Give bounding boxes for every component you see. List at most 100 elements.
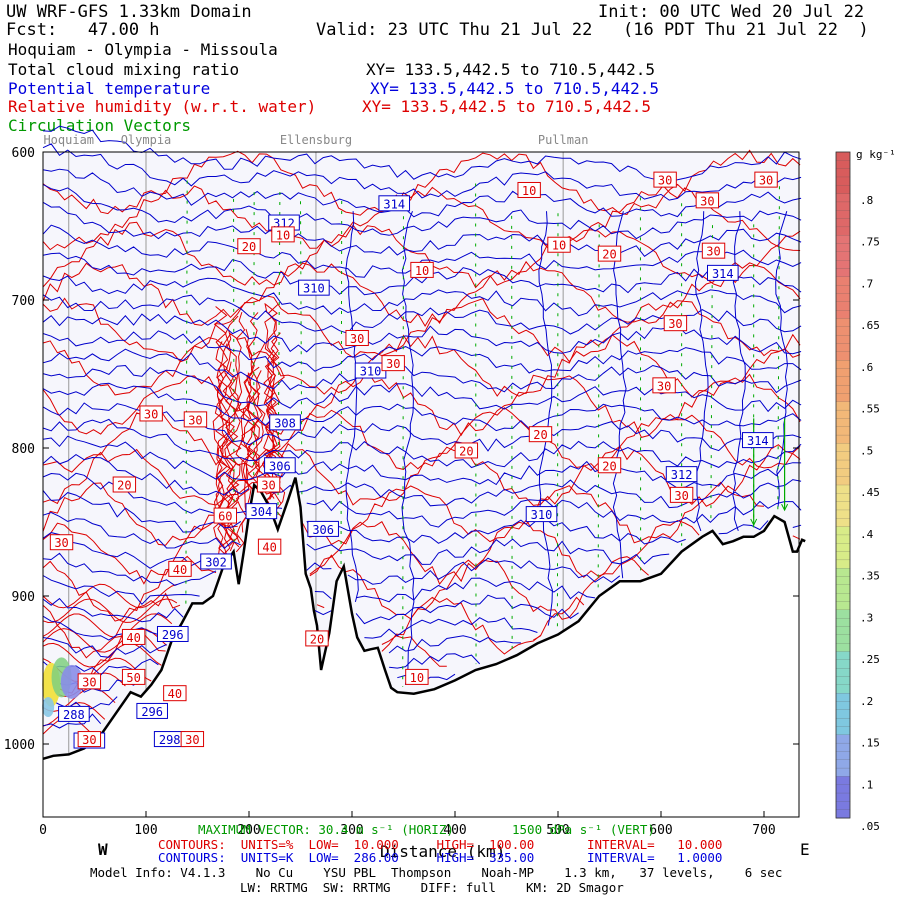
colorbar-label: .3 bbox=[860, 611, 873, 624]
rh-label-text: 40 bbox=[126, 631, 140, 645]
rh-label: 30 bbox=[652, 377, 676, 394]
colorbar-segment bbox=[835, 493, 851, 503]
theta-label-box bbox=[156, 625, 189, 642]
rh-label-text: 50 bbox=[126, 671, 140, 685]
rh-label-box bbox=[121, 628, 146, 645]
theta-contour-line bbox=[42, 348, 802, 394]
rh-label-box bbox=[597, 457, 622, 474]
theta-contour-line bbox=[42, 382, 802, 432]
rh-label: 40 bbox=[163, 685, 187, 702]
rh-label-text: 30 bbox=[759, 174, 773, 188]
rh-label: 30 bbox=[701, 242, 726, 259]
rh-label: 30 bbox=[653, 171, 677, 188]
colorbar-segment bbox=[835, 376, 851, 386]
colorbar-segment bbox=[835, 809, 851, 819]
theta-label-box bbox=[665, 466, 698, 483]
rh-label-text: 30 bbox=[674, 489, 688, 503]
vector-column bbox=[340, 201, 343, 565]
rh-label: 60 bbox=[213, 507, 238, 524]
rh-field-xy: XY= 133.5,442.5 to 710.5,442.5 bbox=[362, 97, 651, 116]
theta-label-box bbox=[269, 414, 301, 431]
rh-label-text: 10 bbox=[415, 264, 429, 278]
theta-field-label: Potential temperature bbox=[8, 79, 211, 98]
theta-label-text: 304 bbox=[251, 505, 273, 519]
west-label: W bbox=[98, 840, 108, 859]
colorbar-segment bbox=[835, 360, 851, 369]
x-tick-label: 600 bbox=[649, 823, 672, 838]
colorbar-label: .25 bbox=[860, 653, 880, 666]
colorbar-segment bbox=[835, 609, 851, 619]
colorbar-segment bbox=[835, 518, 851, 528]
colorbar-segment bbox=[835, 459, 851, 469]
theta-contour-line bbox=[732, 211, 746, 532]
colorbar-segment bbox=[835, 476, 851, 486]
colorbar-segment bbox=[835, 368, 851, 378]
theta-contour-line bbox=[42, 453, 802, 509]
theta-contour-line bbox=[42, 575, 579, 625]
colorbar-segment bbox=[835, 801, 851, 811]
rh-label: 30 bbox=[183, 411, 208, 428]
colorbar-segment bbox=[835, 218, 851, 228]
theta-label-text: 288 bbox=[63, 708, 85, 722]
rh-label-box bbox=[754, 171, 778, 188]
theta-label: 304 bbox=[245, 503, 278, 520]
colorbar-segment bbox=[835, 776, 851, 786]
x-tick-label: 0 bbox=[39, 823, 47, 838]
vector-column bbox=[402, 196, 404, 687]
colorbar-label: .45 bbox=[860, 486, 880, 499]
vector-arrowhead bbox=[750, 518, 758, 527]
rh-contour-line bbox=[42, 642, 162, 668]
rh-label-text: 30 bbox=[54, 536, 68, 550]
colorbar-segment bbox=[835, 401, 851, 411]
rh-label: 40 bbox=[121, 628, 146, 645]
rh-label-text: 30 bbox=[668, 317, 682, 331]
rh-label-box bbox=[77, 731, 102, 748]
route-title: Hoquiam - Olympia - Missoula bbox=[8, 40, 278, 59]
y-axis-ticks: 600 700 800 900 1000 bbox=[4, 146, 799, 753]
theta-label-text: 302 bbox=[205, 555, 227, 569]
colorbar-segment bbox=[835, 551, 851, 561]
colorbar-segment bbox=[835, 626, 851, 636]
rh-label-box bbox=[305, 630, 329, 647]
rh-label-box bbox=[669, 486, 694, 503]
colorbar-segment bbox=[835, 643, 851, 652]
rh-labels: 10 30 30 30 20 10 10 20 30 10 30 30 30 30 30 30 20 20 20 20… bbox=[49, 171, 778, 748]
rh-label-box bbox=[454, 442, 479, 459]
colorbar-segment bbox=[835, 651, 851, 661]
rh-label-text: 40 bbox=[173, 563, 187, 577]
rh-label: 10 bbox=[271, 226, 295, 243]
rh-label-box bbox=[381, 355, 405, 372]
rh-label: 40 bbox=[168, 560, 192, 577]
model-info: Model Info: V4.1.3 No Cu YSU PBL Thompso… bbox=[90, 865, 783, 880]
rh-label-text: 20 bbox=[602, 459, 616, 473]
theta-contour-line bbox=[42, 330, 802, 374]
rh-label-text: 30 bbox=[700, 194, 714, 208]
colorbar-segment bbox=[835, 767, 851, 777]
rh-label-box bbox=[405, 668, 429, 685]
colorbar-segment bbox=[835, 676, 851, 686]
rh-label-box bbox=[547, 236, 571, 253]
colorbar-segment bbox=[835, 668, 851, 677]
rh-contour-line bbox=[42, 613, 173, 638]
rh-label-text: 10 bbox=[410, 671, 424, 685]
rh-label: 20 bbox=[528, 426, 553, 443]
vector-arrowhead bbox=[781, 503, 789, 512]
rh-label: 30 bbox=[49, 534, 74, 551]
rh-label-box bbox=[701, 242, 726, 259]
colorbar-segment bbox=[835, 251, 851, 261]
theta-label-text: 310 bbox=[531, 508, 553, 522]
rh-label-box bbox=[168, 560, 192, 577]
rh-label: 50 bbox=[121, 668, 146, 685]
colorbar-segment bbox=[835, 418, 851, 428]
colorbar-segment bbox=[835, 701, 851, 711]
colorbar-segment bbox=[835, 584, 851, 594]
theta-label-text: 296 bbox=[141, 705, 163, 719]
theta-label: 312 bbox=[268, 214, 300, 231]
y-tick-label: 1000 bbox=[4, 738, 35, 753]
theta-label: 288 bbox=[58, 705, 90, 722]
colorbar-frame bbox=[835, 151, 851, 819]
place-label: Ellensburg bbox=[280, 133, 352, 147]
colorbar-segment bbox=[835, 426, 851, 436]
east-label: E bbox=[800, 840, 810, 859]
colorbar-segment bbox=[835, 385, 851, 394]
